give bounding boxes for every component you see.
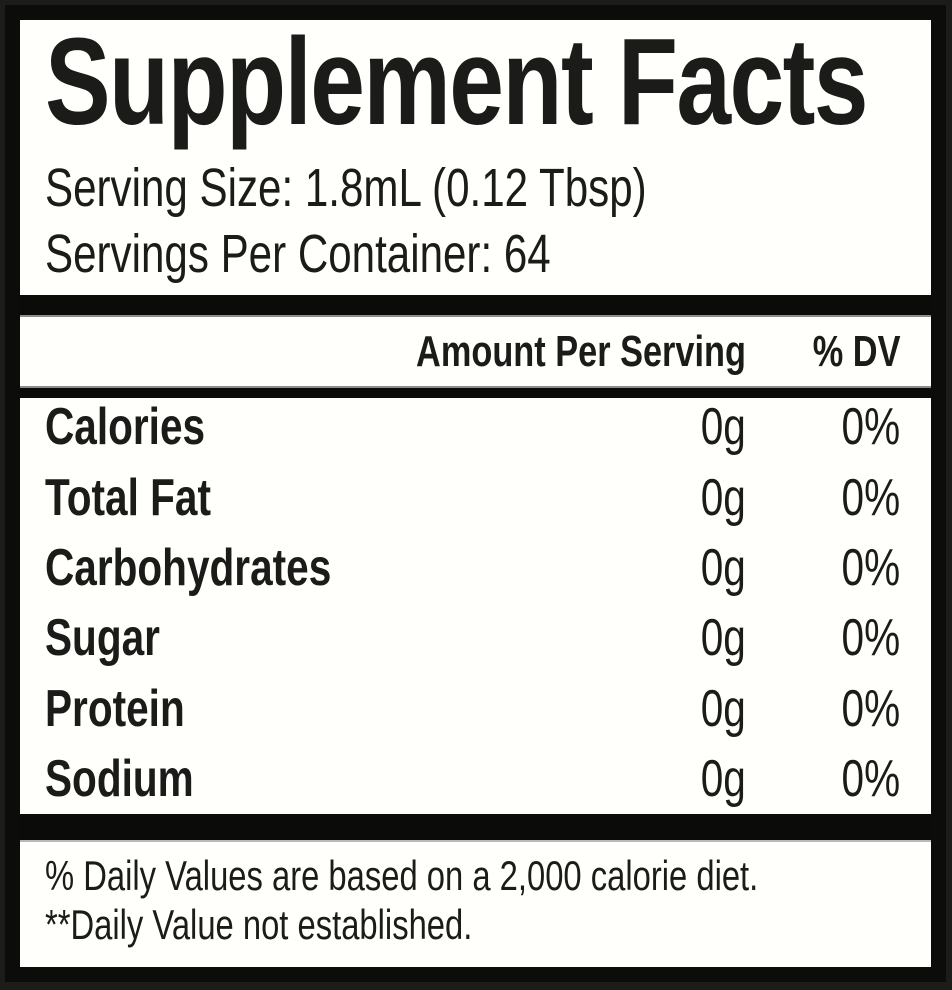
nutrient-amount-text: 0g	[700, 538, 746, 597]
nutrient-table: Calories 0g 0% Total Fat 0g 0% Carbohydr…	[20, 392, 931, 814]
nutrient-name-text: Carbohydrates	[45, 538, 332, 597]
supplement-facts-label: Supplement Facts Serving Size: 1.8mL (0.…	[5, 5, 946, 982]
nutrient-dv-text: 0%	[841, 538, 900, 597]
amount-per-serving-label: Amount Per Serving	[416, 327, 746, 376]
nutrient-dv-text: 0%	[841, 609, 900, 668]
nutrient-amount: 0g	[616, 749, 746, 809]
nutrient-dv: 0%	[746, 679, 900, 739]
percent-dv-label: % DV	[812, 327, 900, 376]
nutrient-amount-text: 0g	[700, 609, 746, 668]
label-title-text: Supplement Facts	[45, 20, 869, 151]
divider-bar-under-header	[20, 386, 931, 398]
nutrient-name: Calories	[45, 397, 616, 457]
nutrient-dv: 0%	[746, 397, 900, 457]
nutrient-name-text: Protein	[45, 679, 185, 738]
label-panel: Supplement Facts Serving Size: 1.8mL (0.…	[20, 20, 931, 967]
footnote-dv-not-established-text: **Daily Value not established.	[45, 901, 473, 948]
nutrient-name: Protein	[45, 679, 616, 739]
nutrient-dv-text: 0%	[841, 750, 900, 809]
nutrient-dv-text: 0%	[841, 398, 900, 457]
nutrient-name-text: Total Fat	[45, 468, 211, 527]
servings-per-container-text: Servings Per Container: 64	[45, 224, 551, 284]
table-row-calories: Calories 0g 0%	[20, 392, 931, 462]
nutrient-dv-text: 0%	[841, 679, 900, 738]
nutrient-name-text: Calories	[45, 398, 206, 457]
nutrient-name-text: Sodium	[45, 750, 194, 809]
nutrient-amount: 0g	[616, 468, 746, 528]
table-row-sodium: Sodium 0g 0%	[20, 744, 931, 814]
divider-bar-thick-top	[20, 295, 931, 317]
divider-bar-thick-bottom	[20, 814, 931, 842]
table-header-row: Amount Per Serving % DV	[20, 327, 931, 377]
nutrient-dv: 0%	[746, 608, 900, 668]
nutrient-name-text: Sugar	[45, 609, 160, 668]
table-row-carbohydrates: Carbohydrates 0g 0%	[20, 533, 931, 603]
nutrient-name: Sugar	[45, 608, 616, 668]
footnote-dv-not-established: **Daily Value not established.	[45, 900, 906, 949]
footnote-daily-values-text: % Daily Values are based on a 2,000 calo…	[45, 852, 759, 899]
nutrient-amount: 0g	[616, 679, 746, 739]
nutrient-amount-text: 0g	[700, 679, 746, 738]
nutrient-amount-text: 0g	[700, 750, 746, 809]
nutrient-amount: 0g	[616, 538, 746, 598]
nutrient-amount: 0g	[616, 397, 746, 457]
servings-per-container-line: Servings Per Container: 64	[45, 223, 693, 285]
nutrient-amount: 0g	[616, 608, 746, 668]
table-row-total-fat: Total Fat 0g 0%	[20, 462, 931, 532]
footnotes: % Daily Values are based on a 2,000 calo…	[45, 851, 906, 949]
nutrient-dv: 0%	[746, 749, 900, 809]
nutrient-dv: 0%	[746, 538, 900, 598]
nutrient-amount-text: 0g	[700, 468, 746, 527]
nutrient-amount-text: 0g	[700, 398, 746, 457]
nutrient-name: Sodium	[45, 749, 616, 809]
table-row-sugar: Sugar 0g 0%	[20, 603, 931, 673]
serving-size-line: Serving Size: 1.8mL (0.12 Tbsp)	[45, 157, 816, 219]
footnote-daily-values: % Daily Values are based on a 2,000 calo…	[45, 851, 906, 900]
label-title: Supplement Facts	[45, 20, 931, 153]
serving-size-text: Serving Size: 1.8mL (0.12 Tbsp)	[45, 158, 647, 218]
nutrient-dv-text: 0%	[841, 468, 900, 527]
nutrient-dv: 0%	[746, 468, 900, 528]
nutrient-name: Total Fat	[45, 468, 616, 528]
column-header-amount-per-serving: Amount Per Serving	[323, 327, 746, 377]
nutrient-name: Carbohydrates	[45, 538, 616, 598]
column-header-percent-dv: % DV	[746, 327, 900, 377]
table-row-protein: Protein 0g 0%	[20, 674, 931, 744]
